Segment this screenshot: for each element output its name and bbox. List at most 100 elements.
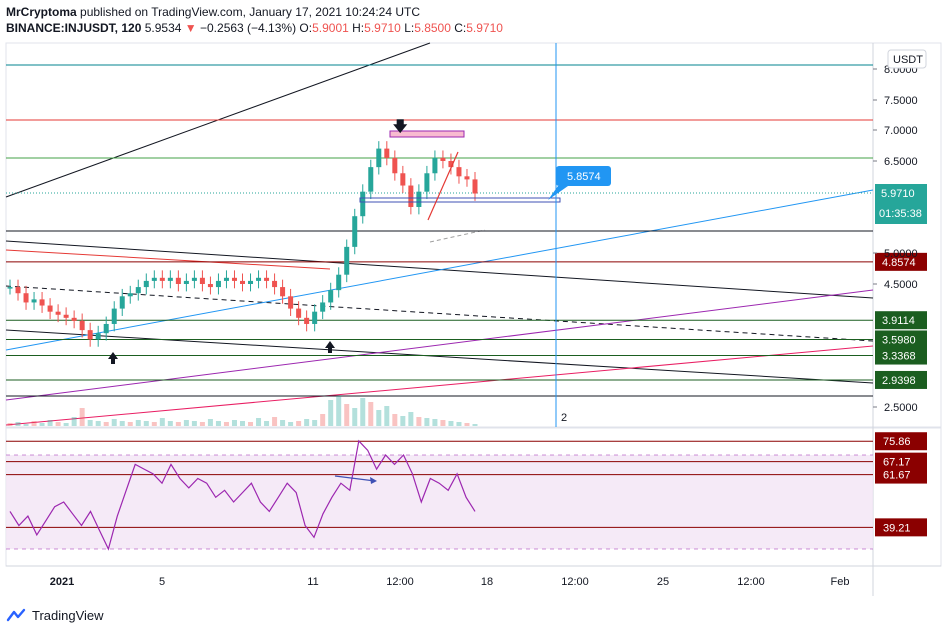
candle-body (31, 299, 37, 303)
resistance-zone-box (389, 130, 465, 138)
x-tick-label: 18 (481, 576, 493, 588)
volume-bar (15, 422, 21, 426)
x-tick-label: 11 (307, 576, 318, 588)
low-value: 5.8500 (414, 21, 451, 35)
support-zone-box (359, 197, 561, 203)
candle-body (272, 280, 278, 288)
volume-bar (320, 414, 326, 426)
volume-bar (304, 419, 310, 426)
tradingview-logo-icon (6, 608, 26, 622)
rsi-level-label: 75.86 (883, 436, 911, 448)
price-pane-border (5, 42, 942, 428)
level-badge-label: 3.5980 (882, 334, 916, 346)
candle-body (71, 317, 77, 321)
candle-body (296, 308, 302, 318)
author-name[interactable]: MrCryptoma (6, 5, 77, 19)
volume-bar (119, 421, 125, 426)
rsi-level-label: 61.67 (883, 470, 911, 482)
volume-bar (223, 422, 229, 426)
rsi-line (9, 439, 476, 551)
footer: TradingView (6, 605, 104, 625)
volume-bar (472, 424, 478, 426)
candle-body (63, 314, 69, 318)
candle-body (352, 216, 358, 247)
volume-bar (215, 421, 221, 426)
volume-bar (416, 417, 422, 426)
volume-bar (240, 421, 245, 426)
volume-bar (400, 416, 406, 426)
candle-body (87, 330, 93, 340)
gray-dashed-support (429, 229, 486, 243)
volume-bar (352, 408, 358, 426)
y-tick-label: 5.0000 (884, 248, 918, 260)
candle-body (159, 277, 165, 281)
rsi-level-badge (875, 432, 927, 451)
level-badge (875, 346, 927, 365)
chart-header: MrCryptoma published on TradingView.com,… (6, 4, 503, 36)
tradingview-brand[interactable]: TradingView (32, 607, 104, 623)
candle-body (424, 173, 430, 192)
rsi-level-badge (875, 518, 927, 537)
level-badge (875, 370, 927, 389)
volume-bar (7, 423, 13, 426)
rsi-series (9, 439, 476, 551)
trend-lines (5, 42, 874, 426)
x-tick-label: 2021 (50, 576, 74, 588)
volume-bar (336, 396, 342, 426)
callout-box (556, 166, 611, 186)
volume-bar (464, 423, 470, 426)
high-value: 5.9710 (364, 21, 401, 35)
volume-bar (135, 420, 141, 426)
volume-bar (448, 421, 454, 426)
candle-body (79, 320, 85, 331)
volume-bar (39, 423, 45, 426)
volume-bar (159, 418, 165, 426)
volume-bar (199, 422, 205, 426)
volume-bar (344, 404, 350, 426)
level-badge (875, 311, 927, 330)
x-tick-label: 12:00 (737, 576, 765, 588)
volume-bar (31, 421, 37, 426)
volume-bar (392, 414, 398, 426)
symbol-label[interactable]: BINANCE:INJUSDT, 120 (6, 21, 142, 35)
level-badge-label: 4.8574 (882, 257, 916, 269)
open-label: O: (299, 21, 313, 35)
publish-info: published on TradingView.com, January 17… (76, 5, 421, 19)
volume-bar (288, 422, 294, 426)
high-label: H: (352, 21, 365, 35)
candle-body (207, 284, 213, 288)
x-tick-label: Feb (831, 576, 850, 588)
candle-body (416, 191, 422, 207)
volume-bar (47, 420, 53, 426)
open-value: 5.9001 (312, 21, 349, 35)
candle-body (199, 277, 205, 284)
close-value: 5.9710 (466, 21, 503, 35)
x-tick-label: 12:00 (561, 576, 589, 588)
last-price-badge (875, 184, 927, 224)
volume-bar (231, 420, 237, 426)
x-tick-label: 12:00 (386, 576, 414, 588)
countdown-label: 01:35:38 (879, 208, 922, 220)
red-trend-line (5, 249, 331, 270)
rsi-blue-arrow-head (370, 477, 377, 484)
candle-body (304, 317, 310, 324)
annotations: 🡇 2 5.8574 (108, 43, 611, 427)
price-axis[interactable]: 8.00007.50007.00006.50005.00004.50002.50… (873, 64, 918, 414)
volume-bar (127, 422, 133, 426)
volume-bar (111, 419, 117, 426)
candle-body (223, 277, 229, 281)
volume-bar (376, 410, 382, 426)
up-arrow-marker-1 (108, 352, 118, 364)
volume-bar (432, 419, 438, 426)
candle-body (15, 287, 21, 294)
volume-bar (248, 422, 254, 426)
currency-badge: USDT (893, 54, 923, 66)
candle-body (248, 280, 254, 284)
candle-body (464, 176, 470, 180)
volume-bar (296, 421, 302, 426)
candle-body (408, 185, 414, 207)
time-axis[interactable]: 2021 5 11 12:00 18 12:00 25 12:00 Feb (50, 576, 850, 588)
black-downtrend-lower (5, 329, 874, 384)
